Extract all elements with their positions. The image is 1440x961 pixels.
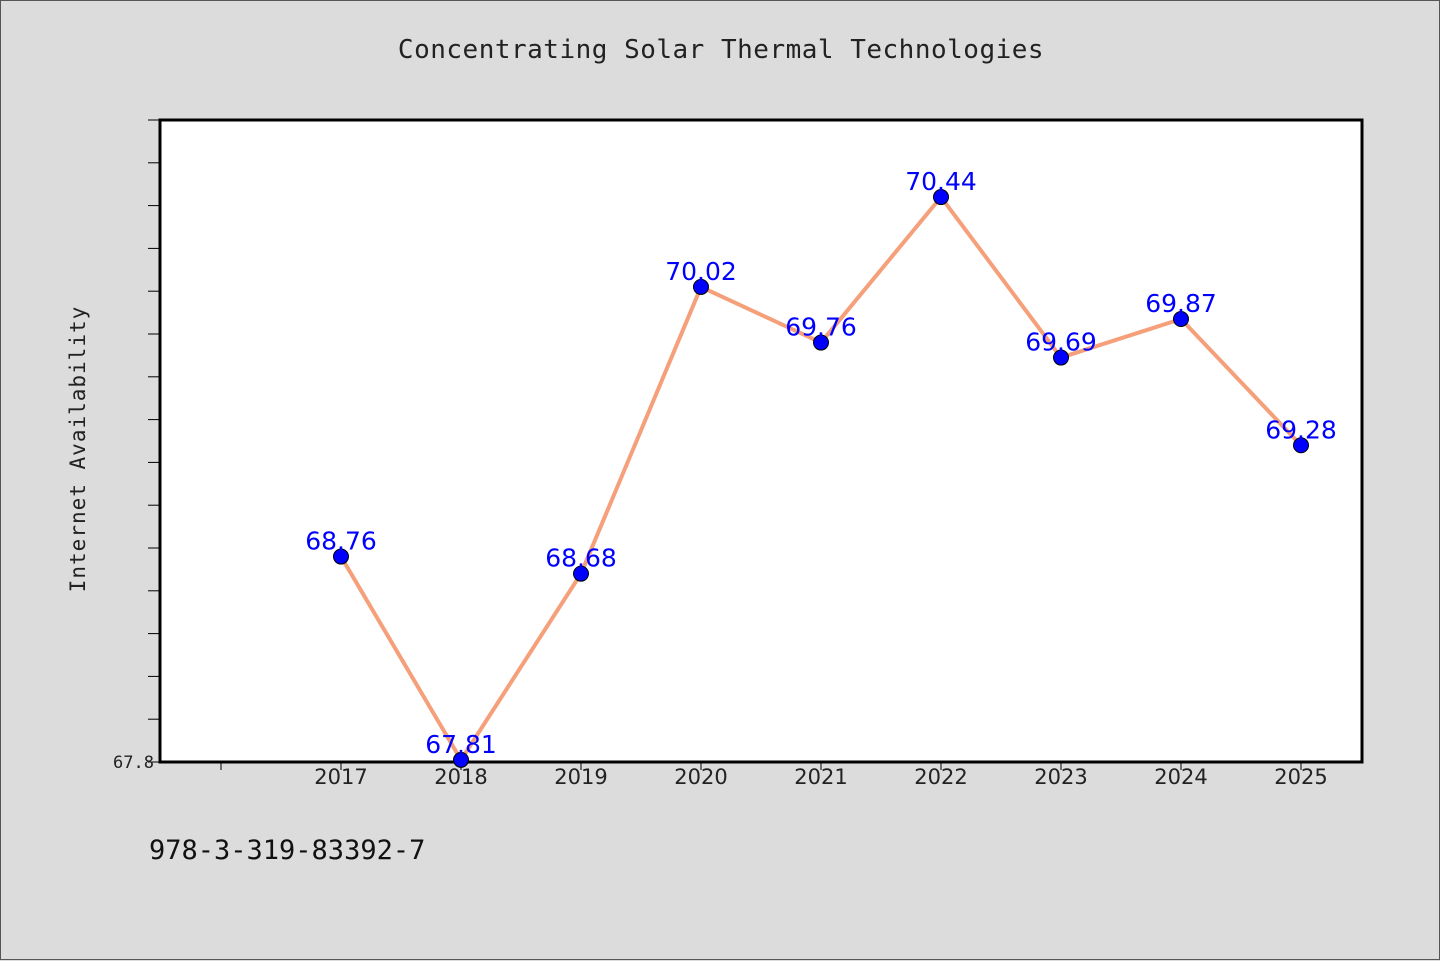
x-tick-label: 2022	[914, 765, 967, 789]
data-label: 69.87	[1145, 289, 1217, 318]
plot-area	[158, 118, 1364, 764]
data-point	[693, 278, 709, 295]
x-tick-label: 2021	[794, 765, 847, 789]
x-tick-label: 2020	[674, 765, 727, 789]
data-point	[333, 548, 349, 565]
x-tick-label: 2019	[554, 765, 607, 789]
y-tick-label: 67.8	[113, 753, 154, 773]
data-label: 67.81	[425, 730, 497, 759]
x-tick-label: 2017	[314, 765, 367, 789]
data-point	[1173, 311, 1189, 328]
chart-title: Concentrating Solar Thermal Technologies	[397, 35, 1045, 65]
x-tick-label: 2025	[1274, 765, 1327, 789]
data-label: 70.02	[665, 257, 737, 286]
data-point	[933, 189, 949, 206]
x-tick-label: 2024	[1154, 765, 1207, 789]
data-label: 68.76	[305, 527, 377, 556]
data-point	[813, 334, 829, 351]
x-tick-label: 2023	[1034, 765, 1087, 789]
data-point	[573, 565, 589, 582]
x-tick-label: 2018	[434, 765, 487, 789]
data-label: 69.28	[1265, 415, 1337, 444]
data-point	[1293, 437, 1309, 454]
footer-code: 978-3-319-83392-7	[149, 835, 426, 866]
data-label: 69.76	[785, 313, 857, 342]
data-label: 70.44	[905, 167, 977, 196]
data-label: 68.68	[545, 544, 617, 573]
data-point	[453, 751, 469, 768]
data-point	[1053, 349, 1069, 366]
data-label: 69.69	[1025, 328, 1097, 357]
